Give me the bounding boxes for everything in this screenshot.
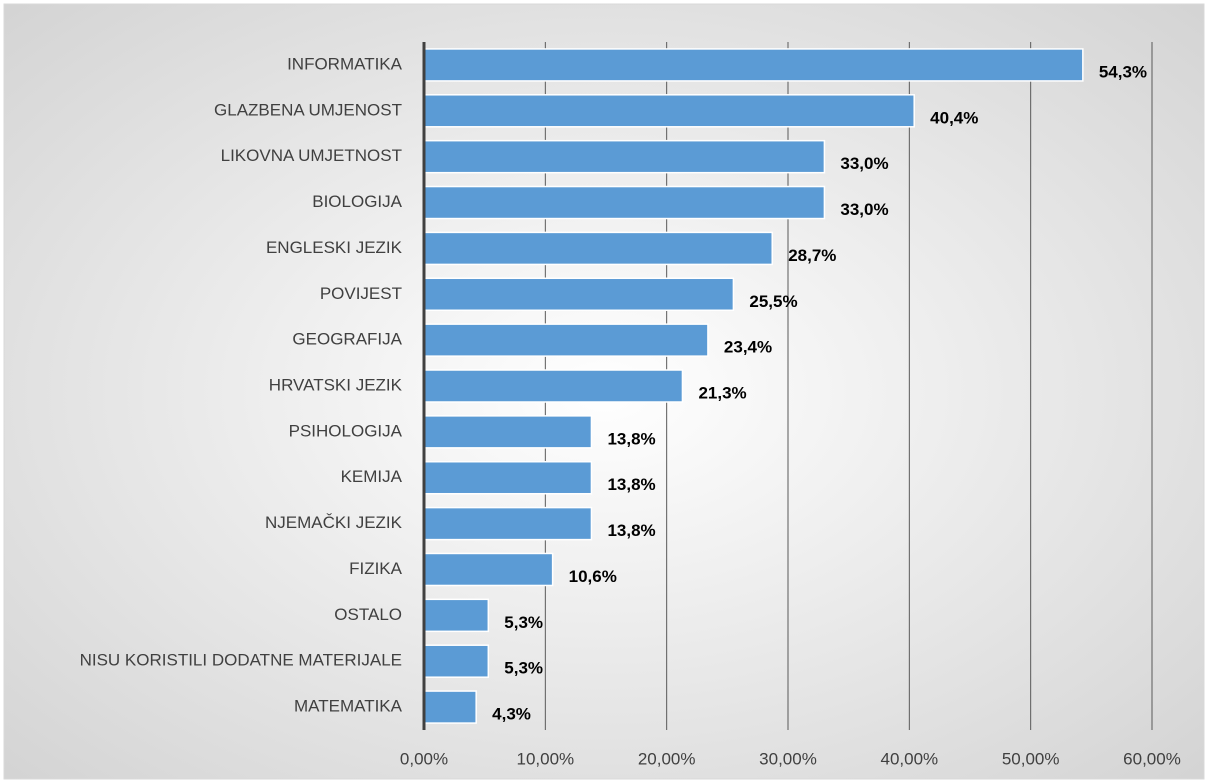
- bar: [423, 277, 735, 312]
- data-label: 23,4%: [724, 338, 772, 357]
- data-label: 33,0%: [840, 200, 888, 219]
- data-label: 25,5%: [749, 292, 797, 311]
- y-tick-label: PSIHOLOGIJA: [289, 421, 403, 440]
- y-tick-label: NJEMAČKI JEZIK: [265, 513, 403, 532]
- bar: [423, 690, 477, 724]
- y-tick-label: GLAZBENA UMJENOST: [214, 100, 402, 119]
- bar: [423, 415, 593, 449]
- bar: [423, 94, 915, 128]
- bar: [423, 369, 684, 403]
- data-label: 40,4%: [930, 108, 978, 127]
- bar: [423, 460, 593, 495]
- y-tick-label: MATEMATIKA: [294, 697, 403, 716]
- bar: [423, 231, 773, 266]
- data-label: 13,8%: [607, 429, 655, 448]
- y-tick-label: LIKOVNA UMJETNOST: [221, 146, 402, 165]
- data-label: 33,0%: [840, 154, 888, 173]
- data-label: 4,3%: [492, 705, 531, 724]
- bar: [423, 139, 826, 174]
- x-tick-label: 20,00%: [638, 749, 696, 768]
- y-tick-label: BIOLOGIJA: [312, 192, 402, 211]
- data-label: 10,6%: [569, 567, 617, 586]
- data-label: 13,8%: [607, 475, 655, 494]
- x-tick-label: 30,00%: [759, 749, 817, 768]
- y-tick-label: HRVATSKI JEZIK: [269, 375, 403, 394]
- data-label: 21,3%: [698, 383, 746, 402]
- data-label: 5,3%: [504, 613, 543, 632]
- data-label: 28,7%: [788, 246, 836, 265]
- bar: [423, 185, 826, 220]
- bar: [423, 506, 593, 541]
- y-tick-label: POVIJEST: [320, 284, 402, 303]
- x-tick-label: 40,00%: [880, 749, 938, 768]
- x-tick-label: 50,00%: [1002, 749, 1060, 768]
- x-tick-label: 60,00%: [1123, 749, 1181, 768]
- bar: [423, 552, 554, 587]
- y-tick-label: OSTALO: [334, 605, 402, 624]
- data-label: 54,3%: [1099, 62, 1147, 81]
- bar: [423, 48, 1084, 82]
- bar: [423, 598, 490, 633]
- data-label: 13,8%: [607, 521, 655, 540]
- bar: [423, 644, 490, 678]
- y-tick-label: ENGLESKI JEZIK: [266, 238, 403, 257]
- bar: [423, 323, 709, 357]
- data-label: 5,3%: [504, 659, 543, 678]
- x-tick-label: 10,00%: [516, 749, 574, 768]
- y-tick-label: GEOGRAFIJA: [292, 330, 402, 349]
- y-tick-label: FIZIKA: [349, 559, 403, 578]
- y-tick-label: KEMIJA: [341, 467, 403, 486]
- y-tick-label: INFORMATIKA: [287, 54, 403, 73]
- x-tick-label: 0,00%: [400, 749, 448, 768]
- y-tick-label: NISU KORISTILI DODATNE MATERIJALE: [80, 651, 402, 670]
